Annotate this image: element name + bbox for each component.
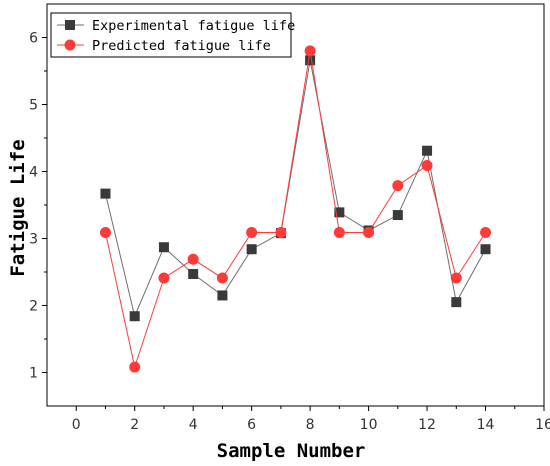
data-point-predicted xyxy=(480,226,492,238)
data-point-experimental xyxy=(334,207,345,218)
legend-marker-experimental xyxy=(65,20,75,30)
x-tick-label: 12 xyxy=(418,417,436,433)
data-point-experimental xyxy=(305,55,316,66)
data-point-predicted xyxy=(304,45,316,57)
data-point-experimental xyxy=(480,244,491,255)
data-point-experimental xyxy=(246,244,257,255)
series-layer xyxy=(99,45,492,373)
data-point-predicted xyxy=(99,226,111,238)
x-tick-label: 16 xyxy=(535,417,550,433)
data-point-predicted xyxy=(450,272,462,284)
data-point-experimental xyxy=(451,297,462,308)
legend-box xyxy=(50,12,292,58)
y-tick-label: 3 xyxy=(29,232,38,248)
x-tick-label: 14 xyxy=(477,417,495,433)
legend: Experimental fatigue life Predicted fati… xyxy=(50,12,295,58)
data-point-predicted xyxy=(421,159,433,171)
y-tick-label: 5 xyxy=(29,98,38,114)
legend-label-experimental: Experimental fatigue life xyxy=(92,18,295,34)
y-tick-label: 6 xyxy=(29,31,38,47)
data-point-predicted xyxy=(333,226,345,238)
data-point-experimental xyxy=(217,290,228,301)
x-tick-label: 10 xyxy=(360,417,378,433)
x-tick-label: 0 xyxy=(72,417,81,433)
series-line-predicted xyxy=(104,50,486,370)
data-point-predicted xyxy=(363,226,375,238)
data-point-predicted xyxy=(392,180,404,192)
data-point-experimental xyxy=(188,269,199,280)
data-point-predicted xyxy=(158,272,170,284)
y-tick-label: 1 xyxy=(29,366,38,382)
x-tick-label: 6 xyxy=(247,417,256,433)
data-point-predicted xyxy=(187,253,199,265)
data-point-predicted xyxy=(129,361,141,373)
x-tick-label: 8 xyxy=(306,417,315,433)
data-point-experimental xyxy=(158,242,169,253)
data-point-predicted xyxy=(246,226,258,238)
data-point-predicted xyxy=(216,272,228,284)
y-tick-label: 2 xyxy=(29,299,38,315)
series-predicted xyxy=(99,45,492,373)
data-point-experimental xyxy=(392,210,403,221)
data-point-experimental xyxy=(422,145,433,156)
data-point-experimental xyxy=(129,311,140,322)
x-tick-label: 4 xyxy=(189,417,198,433)
x-axis-title: Sample Number xyxy=(217,440,366,462)
data-point-predicted xyxy=(275,226,287,238)
data-point-experimental xyxy=(100,188,111,199)
legend-label-predicted: Predicted fatigue life xyxy=(92,38,271,54)
x-tick-label: 2 xyxy=(130,417,139,433)
legend-marker-predicted xyxy=(64,39,76,51)
y-axis-title: Fatigue Life xyxy=(7,139,29,276)
y-tick-label: 4 xyxy=(29,165,38,181)
